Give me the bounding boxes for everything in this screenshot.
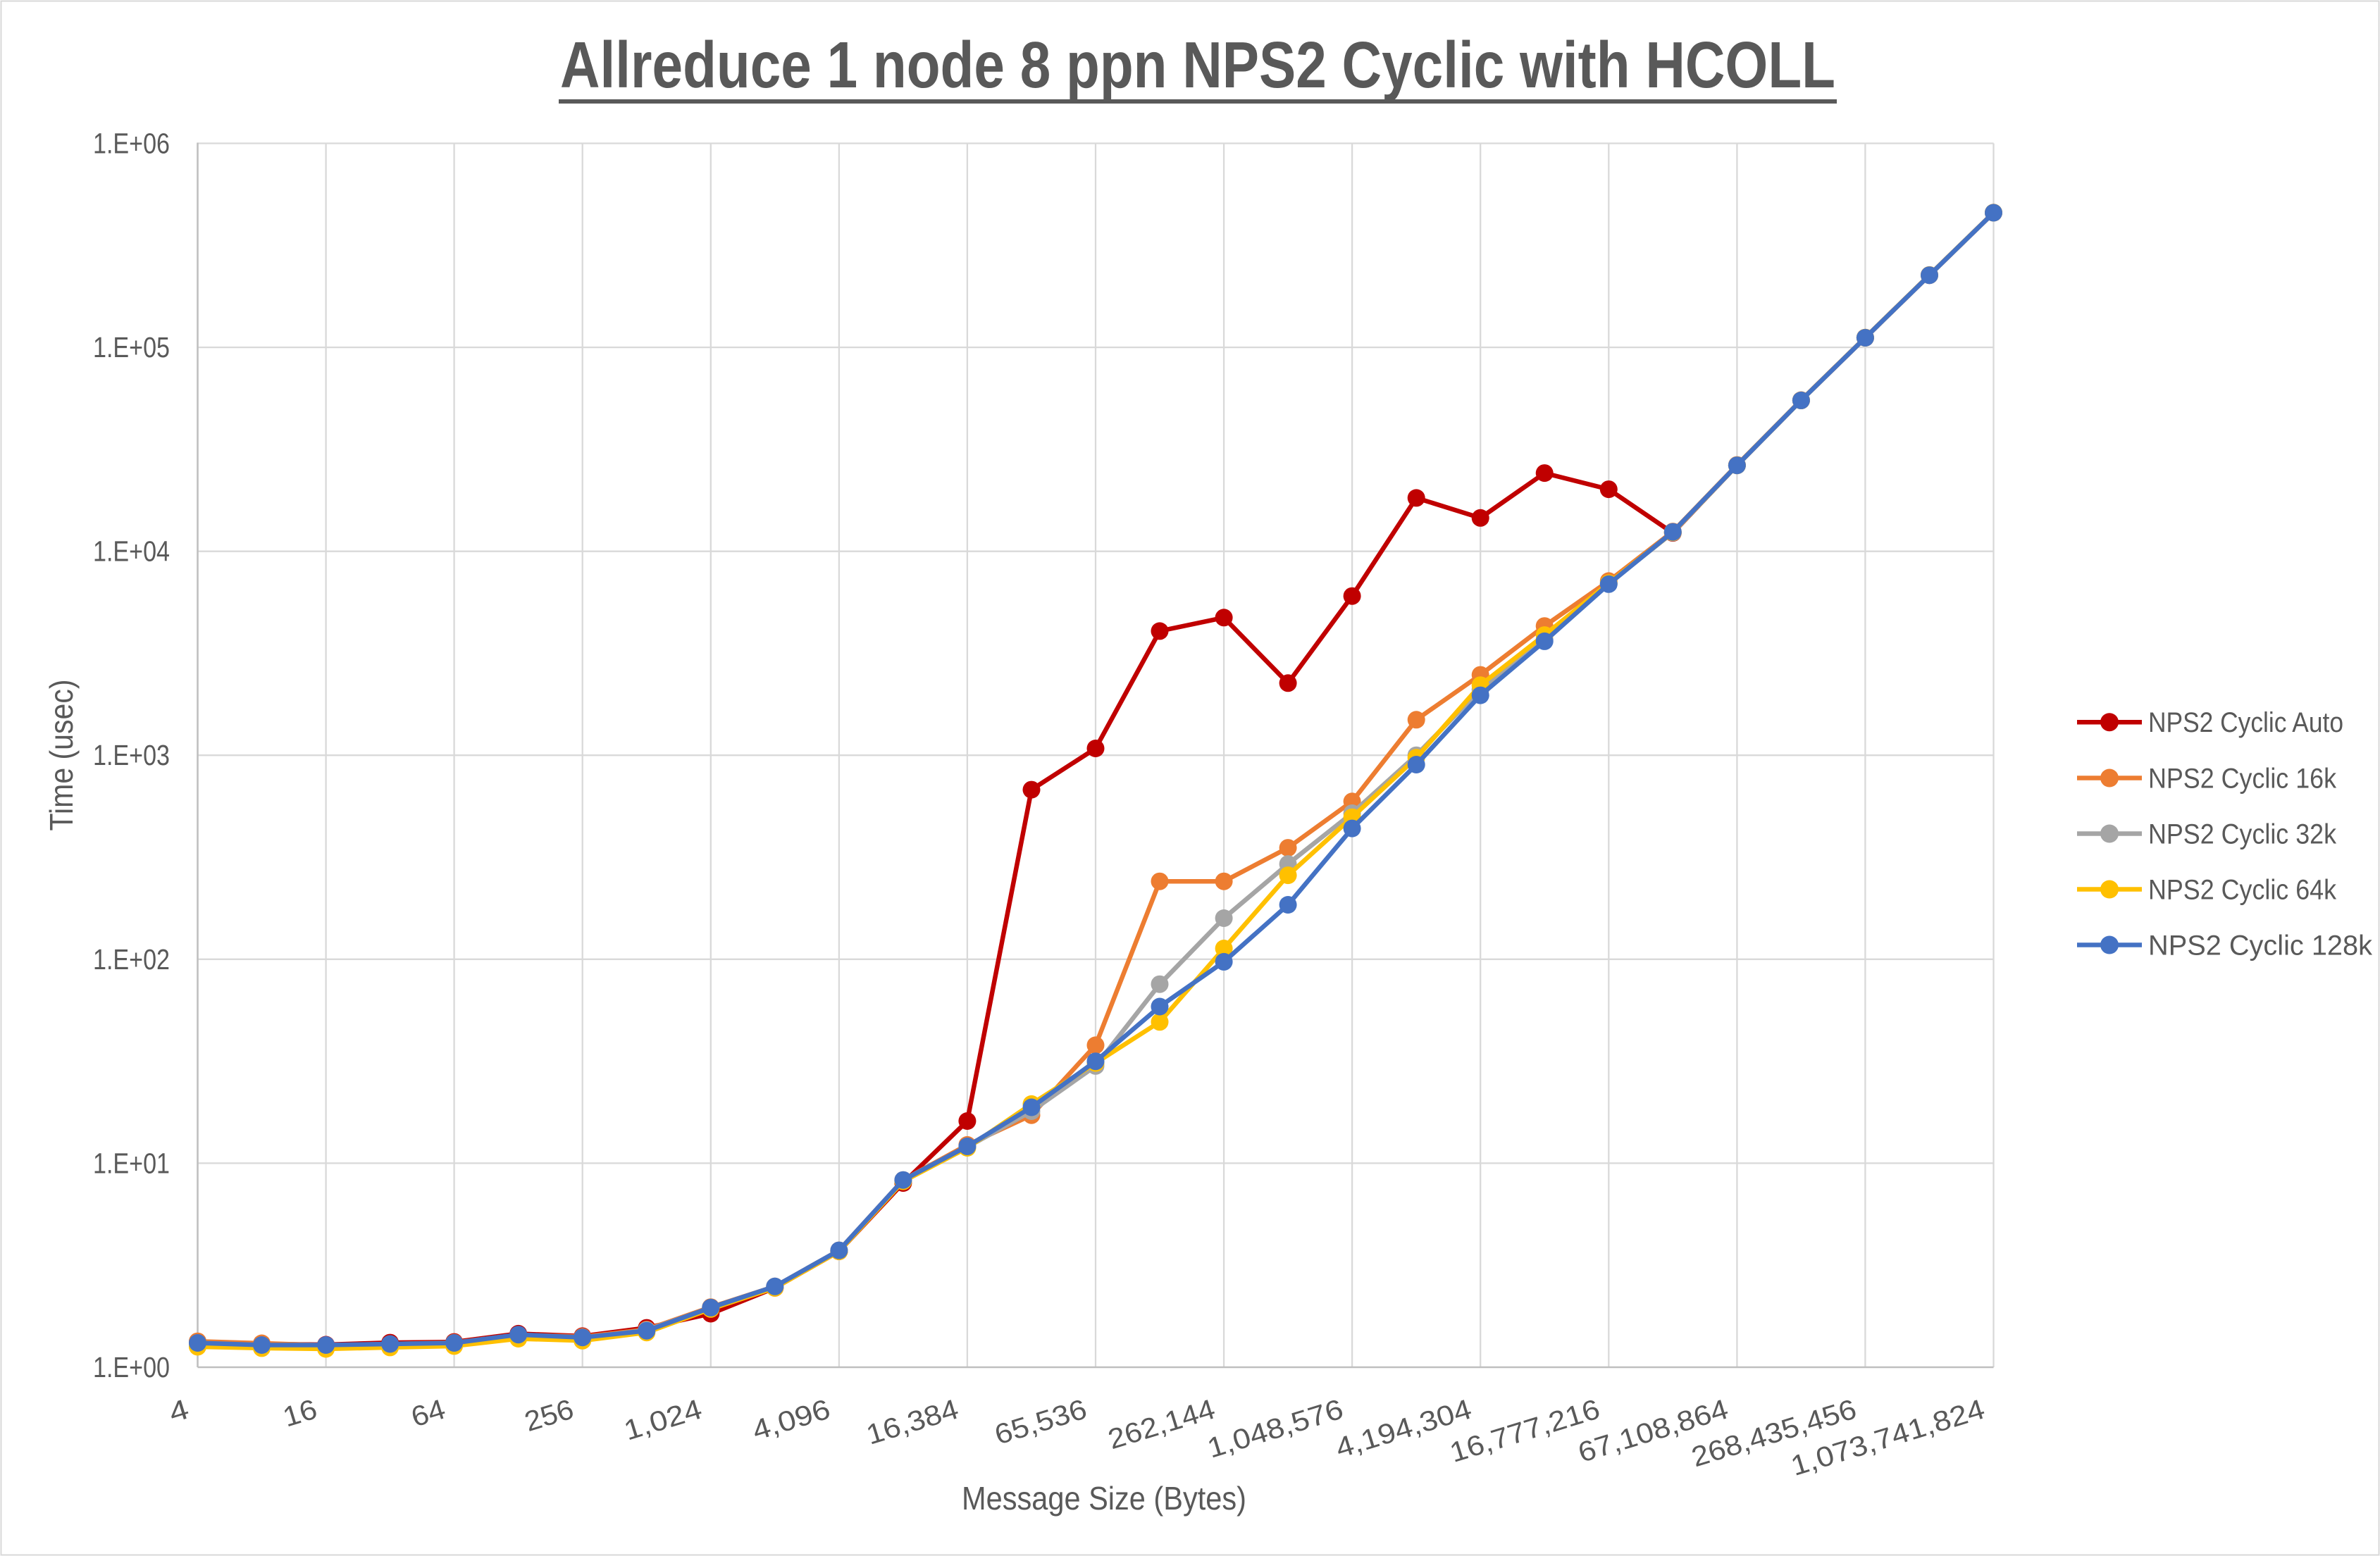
svg-text:Message Size (Bytes): Message Size (Bytes) [962, 1480, 1246, 1517]
svg-text:NPS2 Cyclic 32k: NPS2 Cyclic 32k [2148, 819, 2337, 850]
svg-text:NPS2 Cyclic 64k: NPS2 Cyclic 64k [2148, 875, 2337, 906]
svg-text:Time (usec): Time (usec) [43, 680, 80, 831]
svg-text:1.E+01: 1.E+01 [93, 1147, 170, 1179]
svg-text:NPS2 Cyclic Auto: NPS2 Cyclic Auto [2148, 707, 2343, 738]
svg-text:NPS2 Cyclic 16k: NPS2 Cyclic 16k [2148, 764, 2337, 795]
svg-text:1.E+06: 1.E+06 [93, 127, 170, 160]
svg-text:1.E+05: 1.E+05 [93, 331, 170, 363]
svg-text:1.E+04: 1.E+04 [93, 535, 170, 568]
svg-text:1.E+02: 1.E+02 [93, 943, 170, 976]
svg-text:Allreduce 1 node 8 ppn NPS2 Cy: Allreduce 1 node 8 ppn NPS2 Cyclic with … [560, 28, 1835, 101]
svg-text:1.E+03: 1.E+03 [93, 739, 170, 771]
svg-text:1.E+00: 1.E+00 [93, 1351, 170, 1383]
svg-text:NPS2 Cyclic 128k: NPS2 Cyclic 128k [2148, 931, 2373, 961]
